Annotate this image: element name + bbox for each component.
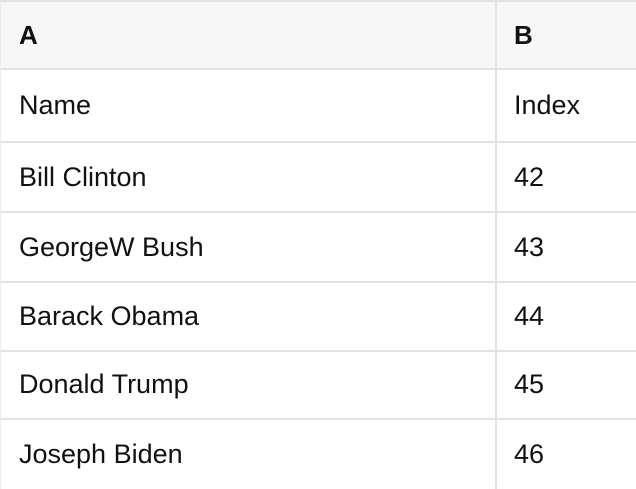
cell-b-row3[interactable]: 43 — [497, 213, 636, 283]
cell-a-row2[interactable]: Bill Clinton — [1, 143, 497, 213]
cell-b-row4[interactable]: 44 — [497, 283, 636, 352]
cell-b-row6[interactable]: 46 — [497, 420, 636, 489]
cell-b-row2[interactable]: 42 — [497, 143, 636, 213]
cell-a-row3[interactable]: GeorgeW Bush — [1, 213, 497, 283]
column-header-b[interactable]: B — [497, 2, 636, 70]
cell-a-row1[interactable]: Name — [1, 70, 497, 143]
cell-b-row1[interactable]: Index — [497, 70, 636, 143]
cell-a-row5[interactable]: Donald Trump — [1, 351, 497, 420]
cell-b-row5[interactable]: 45 — [497, 351, 636, 420]
cell-a-row4[interactable]: Barack Obama — [1, 283, 497, 352]
column-header-a[interactable]: A — [1, 2, 497, 70]
cell-a-row6[interactable]: Joseph Biden — [1, 420, 497, 489]
